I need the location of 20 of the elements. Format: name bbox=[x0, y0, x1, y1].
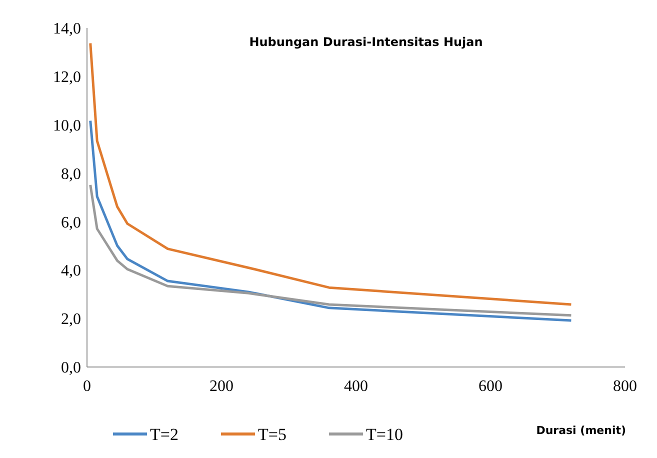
line-series bbox=[89, 184, 572, 317]
x-tick-label: 800 bbox=[613, 378, 637, 395]
x-axis-title: Durasi (menit) bbox=[536, 424, 626, 437]
y-tick-label: 8,0 bbox=[61, 166, 81, 183]
x-tick-label: 200 bbox=[210, 378, 234, 395]
legend-label: T=2 bbox=[150, 424, 178, 444]
text: Hubungan Durasi-Intensitas Hujan bbox=[249, 35, 483, 49]
x-tick-label: 600 bbox=[478, 378, 502, 395]
y-tick-label: 10,0 bbox=[53, 117, 81, 134]
line-series bbox=[89, 119, 572, 322]
y-tick-label: 12,0 bbox=[53, 69, 81, 86]
y-tick-label: 6,0 bbox=[61, 214, 81, 232]
y-tick-label: 2,0 bbox=[61, 311, 81, 328]
legend-label: T=10 bbox=[366, 424, 403, 444]
x-tick-label: 400 bbox=[344, 378, 368, 395]
y-tick-label: 14,0 bbox=[53, 20, 81, 38]
y-tick-label: 0,0 bbox=[61, 360, 81, 377]
y-tick-label: 4,0 bbox=[61, 262, 81, 280]
legend-label: T=5 bbox=[258, 424, 286, 444]
x-tick-label: 0 bbox=[83, 378, 91, 395]
